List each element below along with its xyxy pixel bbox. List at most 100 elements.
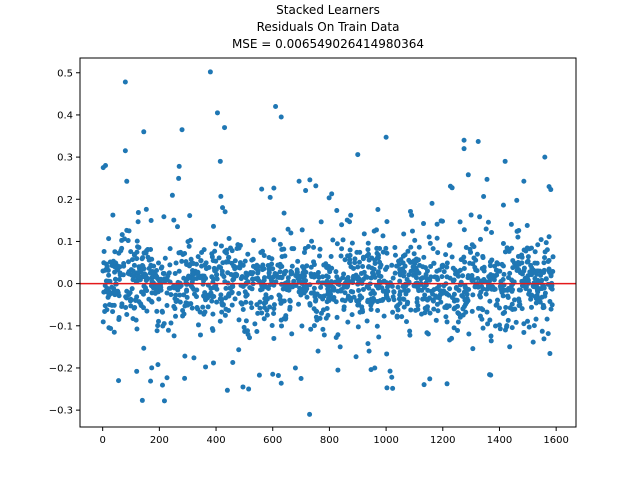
data-point [447,337,453,343]
data-point [325,286,331,292]
data-point [402,287,408,293]
data-point [141,129,147,135]
data-point [191,355,197,361]
data-point [424,297,430,303]
x-tick-label: 600 [263,435,282,446]
data-point [334,208,340,214]
data-point [474,251,480,257]
data-point [232,258,238,264]
data-point [470,277,476,283]
data-point [173,313,179,319]
data-point [222,209,228,215]
data-point [299,227,305,233]
data-point [314,317,320,323]
data-point [317,253,322,259]
data-point [488,338,494,344]
data-point [156,318,162,324]
data-point [242,258,248,264]
data-point [101,260,107,266]
data-point [159,264,165,270]
data-point [359,295,365,301]
data-point [357,249,363,255]
data-point [278,114,284,120]
chart-title-line-2: Residuals On Train Data [257,20,400,34]
data-point [106,272,112,278]
data-point [494,260,500,266]
data-point [488,333,494,339]
data-point [279,254,285,260]
data-point [380,249,386,255]
y-tick-label: 0.0 [57,279,73,290]
data-point [125,270,131,276]
data-point [202,295,208,301]
data-point [246,335,252,341]
data-point [401,296,407,302]
data-point [279,246,285,252]
data-point [324,306,330,312]
data-point [541,283,547,289]
data-point [116,378,122,384]
data-point [301,249,307,255]
data-point [549,302,555,308]
x-tick-label: 1000 [373,435,398,446]
data-point [397,292,403,298]
data-point [122,148,128,154]
data-point [384,385,390,391]
data-point [187,213,193,219]
data-point [110,212,116,218]
data-point [480,325,486,331]
data-point [444,319,450,325]
data-point [549,286,555,292]
data-point [209,326,215,332]
data-point [164,375,170,381]
data-point [102,303,108,309]
data-point [266,255,272,261]
data-point [106,236,112,242]
data-point [347,257,353,263]
data-point [256,372,262,378]
data-point [479,266,485,272]
data-point [473,267,479,273]
data-point [383,266,389,272]
data-point [122,79,128,85]
data-point [298,292,304,298]
data-point [489,230,495,236]
data-point [449,185,455,191]
data-point [266,274,272,280]
data-point [408,268,414,274]
data-point [181,292,187,298]
data-point [326,296,332,302]
data-point [521,265,527,271]
data-point [210,223,216,229]
data-point [335,367,341,373]
data-point [395,284,401,290]
data-point [173,260,179,266]
data-point [364,318,370,324]
data-point [329,191,335,197]
data-point [532,275,538,281]
data-point [285,226,291,232]
data-point [321,262,327,268]
data-point [128,297,134,303]
data-point [365,240,371,246]
data-point [375,270,381,276]
data-point [424,304,430,310]
data-point [502,327,508,333]
data-point [311,244,317,250]
data-point [220,260,226,266]
data-point [447,275,453,281]
data-point [181,311,187,317]
data-point [475,276,481,282]
data-point [171,284,177,290]
data-point [423,271,429,277]
data-point [347,247,353,253]
data-point [100,319,106,325]
data-point [291,278,297,284]
data-point [435,276,441,282]
data-point [257,299,263,305]
data-point [459,293,465,299]
data-point [287,306,293,312]
data-point [278,380,284,386]
data-point [351,273,357,279]
data-point [340,237,346,243]
